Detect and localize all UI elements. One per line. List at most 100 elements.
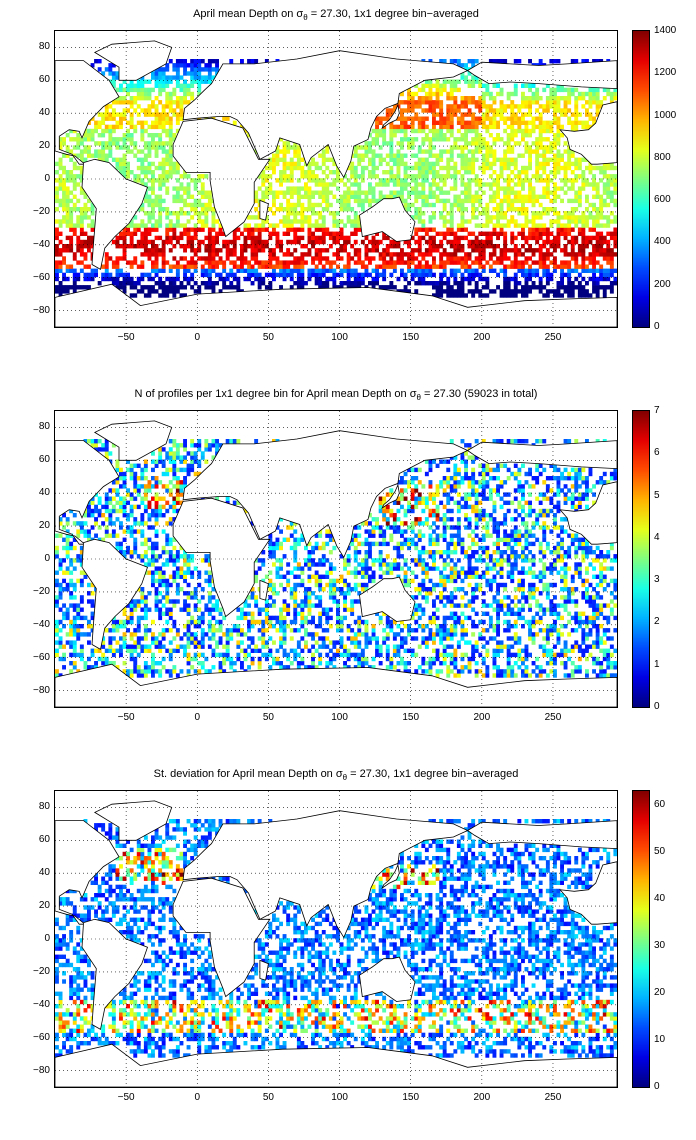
heatmap-cell [218, 231, 223, 236]
chart-title: April mean Depth on σθ = 27.30, 1x1 degr… [193, 8, 479, 23]
heatmap-cell [435, 137, 440, 142]
heatmap-cell [343, 223, 347, 228]
heatmap-cell [279, 137, 283, 142]
heatmap-cell [471, 141, 476, 146]
heatmap-cell [400, 289, 404, 294]
heatmap-cell [453, 83, 458, 88]
heatmap-cell [175, 190, 180, 195]
heatmap-cell [179, 566, 184, 571]
heatmap-cell [257, 186, 262, 191]
heatmap-cell [609, 231, 614, 236]
heatmap-cell [261, 264, 266, 269]
heatmap-cell [104, 656, 109, 662]
heatmap-cell [232, 248, 237, 253]
heatmap-cell [143, 562, 148, 567]
heatmap-cell [296, 256, 301, 261]
heatmap-cell [179, 198, 184, 204]
heatmap-cell [296, 285, 301, 290]
heatmap-cell [293, 215, 298, 220]
heatmap-cell [382, 235, 387, 241]
heatmap-cell [87, 439, 91, 444]
heatmap-cell [588, 276, 593, 282]
heatmap-cell [215, 235, 219, 241]
heatmap-cell [506, 190, 511, 195]
heatmap-cell [371, 174, 376, 179]
heatmap-cell [460, 174, 465, 179]
heatmap-cell [190, 636, 195, 641]
heatmap-cell [467, 59, 472, 64]
heatmap-cell [563, 231, 568, 236]
heatmap-cell [471, 215, 476, 220]
heatmap-cell [535, 285, 540, 290]
heatmap-cell [496, 202, 500, 208]
heatmap-cell [467, 289, 472, 294]
heatmap-cell [172, 545, 177, 551]
heatmap-cell [563, 215, 568, 220]
heatmap-cell [136, 178, 141, 183]
heatmap-cell [471, 83, 476, 88]
heatmap-cell [133, 632, 138, 637]
heatmap-cell [147, 513, 152, 518]
heatmap-cell [346, 194, 351, 199]
heatmap-cell [464, 256, 468, 261]
heatmap-cell [467, 272, 472, 278]
heatmap-cell [236, 256, 241, 261]
heatmap-cell [417, 227, 422, 232]
heatmap-cell [147, 112, 152, 117]
heatmap-cell [140, 595, 145, 600]
heatmap-cell [471, 75, 476, 80]
heatmap-cell [119, 285, 123, 290]
heatmap-cell [424, 281, 429, 286]
heatmap-cell [197, 669, 202, 674]
heatmap-cell [446, 104, 451, 109]
heatmap-cell [225, 239, 230, 245]
heatmap-cell [478, 231, 483, 236]
heatmap-cell [175, 455, 180, 460]
heatmap-cell [471, 79, 476, 84]
heatmap-cell [556, 289, 561, 294]
heatmap-cell [449, 239, 454, 245]
heatmap-cell [79, 186, 84, 191]
heatmap-cell [570, 219, 575, 224]
heatmap-cell [553, 157, 557, 162]
heatmap-cell [499, 215, 504, 220]
heatmap-cell [350, 170, 355, 175]
heatmap-cell [360, 178, 365, 183]
heatmap-cell [339, 198, 344, 204]
heatmap-cell [190, 467, 195, 473]
heatmap-cell [542, 153, 547, 158]
heatmap-cell [161, 463, 166, 468]
heatmap-cell [360, 281, 365, 286]
heatmap-cell [193, 566, 198, 571]
heatmap-cell [481, 285, 486, 290]
heatmap-cell [528, 100, 532, 105]
heatmap-cell [357, 198, 362, 204]
heatmap-cell [403, 260, 408, 265]
heatmap-cell [286, 186, 291, 191]
heatmap-cell [311, 231, 315, 236]
heatmap-cell [119, 235, 123, 241]
heatmap-cell [492, 141, 497, 146]
heatmap-cell [474, 207, 479, 212]
heatmap-cell [197, 178, 202, 183]
heatmap-cell [143, 120, 148, 125]
heatmap-cell [585, 194, 589, 199]
heatmap-cell [424, 198, 429, 204]
heatmap-cell [222, 276, 227, 282]
heatmap-cell [293, 268, 298, 273]
heatmap-cell [513, 281, 518, 286]
heatmap-cell [439, 100, 444, 105]
heatmap-cell [321, 239, 326, 245]
heatmap-cell [183, 198, 187, 204]
heatmap-cell [446, 174, 451, 179]
heatmap-cell [602, 165, 607, 171]
heatmap-cell [197, 219, 202, 224]
heatmap-cell [122, 476, 127, 481]
heatmap-cell [65, 541, 70, 547]
heatmap-cell [69, 669, 74, 674]
heatmap-cell [218, 289, 223, 294]
heatmap-cell [175, 276, 180, 282]
heatmap-cell [481, 161, 486, 167]
heatmap-cell [204, 190, 209, 195]
heatmap-cell [101, 276, 106, 282]
